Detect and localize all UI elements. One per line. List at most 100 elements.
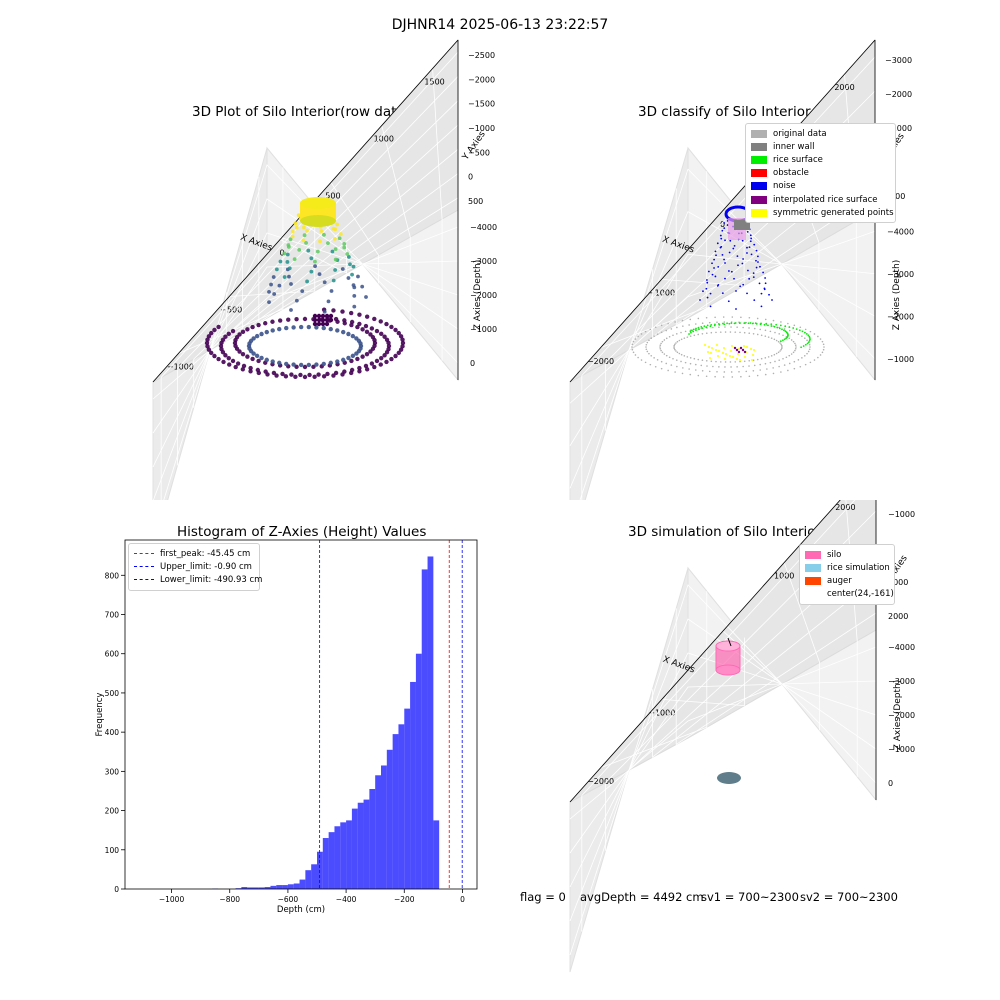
raw-cone-point xyxy=(287,266,292,271)
cls-rice-surface-point xyxy=(747,322,750,325)
cls-original-point xyxy=(650,337,653,340)
legend-swatch xyxy=(751,169,767,178)
cls-original-point xyxy=(793,367,796,370)
raw-floor-point xyxy=(277,360,282,366)
raw-floor-point xyxy=(284,361,289,367)
raw-floor-point xyxy=(372,364,377,370)
cls-rice-surface-point xyxy=(807,334,810,337)
cls-original-point xyxy=(648,339,650,342)
cls-noise-point xyxy=(715,254,717,257)
cls-original-point xyxy=(723,371,726,373)
cls-rice-surface-point xyxy=(722,322,724,325)
cls-noise-point xyxy=(749,240,752,243)
raw-cone-point xyxy=(277,283,282,288)
cls-original-point xyxy=(656,359,659,361)
cls-original-point xyxy=(697,317,700,320)
raw-floor-point xyxy=(357,321,362,327)
raw-floor-point xyxy=(354,351,359,356)
cls-original-point xyxy=(694,369,697,371)
raw-floor-point xyxy=(256,358,261,364)
cls-original-point xyxy=(767,356,770,358)
cls-y-gridline xyxy=(675,188,876,326)
raw-floor-point xyxy=(223,334,228,339)
cls-noise-point xyxy=(729,239,732,242)
cls-original-point xyxy=(689,335,692,337)
raw-cone-point xyxy=(319,229,324,234)
raw-floor-point xyxy=(291,325,296,330)
cls-original-point xyxy=(742,365,744,368)
cls-original-point xyxy=(668,356,671,359)
cls-original-point xyxy=(660,360,663,363)
raw-floor-point xyxy=(259,331,264,337)
histogram-bar xyxy=(305,870,312,889)
panel-classify-title: 3D classify of Silo Interior xyxy=(638,104,811,120)
cls-rice-surface-point xyxy=(808,339,811,342)
raw-floor-point xyxy=(320,313,326,319)
cls-noise-point xyxy=(753,243,756,246)
cls-noise-point xyxy=(706,281,709,284)
legend-swatch xyxy=(805,590,821,598)
cls-original-point xyxy=(724,331,727,333)
panel-raw-data: 3D Plot of Silo Interior(row data) −1000… xyxy=(0,0,500,500)
cls-noise-point xyxy=(717,283,720,286)
cls-rice-surface-point xyxy=(714,323,716,326)
cls-noise-point xyxy=(735,308,737,310)
cls-original-point xyxy=(676,326,678,329)
histogram-bar xyxy=(241,887,248,889)
cls-original-point xyxy=(779,350,781,352)
raw-floor-point xyxy=(248,369,253,374)
raw-floor-point xyxy=(368,349,373,354)
cls-y-tick-label: −3000 xyxy=(885,56,912,65)
cls-z-tick-label: −2000 xyxy=(887,312,914,321)
cls-original-point xyxy=(672,334,674,337)
cls-original-point xyxy=(644,361,647,364)
cls-noise-point xyxy=(760,292,763,295)
raw-floor-point xyxy=(364,329,370,335)
cls-original-point xyxy=(684,330,687,333)
cls-original-point xyxy=(646,350,649,353)
cls-original-point xyxy=(730,371,733,373)
raw-x-tick-label: 500 xyxy=(325,192,340,201)
cls-original-point xyxy=(646,341,649,344)
raw-floor-point xyxy=(250,324,255,330)
cls-noise-point xyxy=(728,251,731,254)
raw-floor-point xyxy=(306,362,312,368)
cls-rice-surface-point xyxy=(765,322,768,325)
raw-cone-point xyxy=(346,255,351,259)
cls-interpolated-point xyxy=(743,350,747,354)
sim-x-gridline xyxy=(661,637,745,707)
histogram-bar xyxy=(276,885,283,889)
cls-symmetric-point xyxy=(717,355,719,357)
classify-legend: original data inner wall rice surface obsta… xyxy=(745,123,896,224)
raw-floor-point xyxy=(235,361,241,366)
raw-floor-point xyxy=(321,374,327,379)
cls-original-point xyxy=(661,340,664,343)
legend-swatch xyxy=(751,129,767,138)
cls-original-point xyxy=(631,346,633,348)
cls-symmetric-point xyxy=(722,352,724,354)
raw-cone-point xyxy=(345,252,350,256)
cls-original-point xyxy=(661,351,664,354)
cls-original-point xyxy=(660,367,663,370)
cls-original-point xyxy=(716,370,718,373)
cls-rice-surface-point xyxy=(710,323,713,326)
cls-original-point xyxy=(710,360,713,363)
cls-original-point xyxy=(809,330,812,333)
raw-cone-point xyxy=(322,232,326,237)
raw-floor-point xyxy=(314,325,319,330)
legend-entry: silo xyxy=(805,548,889,561)
raw-floor-point xyxy=(316,321,322,327)
cls-original-point xyxy=(668,335,671,338)
cls-symmetric-point xyxy=(718,350,720,352)
cls-original-point xyxy=(724,366,726,368)
raw-floor-point xyxy=(372,337,377,343)
cls-rice-surface-point xyxy=(730,322,733,325)
cls-original-point xyxy=(803,337,806,340)
cls-original-point xyxy=(734,361,737,363)
simulation-legend: silo rice simulation auger center(24,-161) xyxy=(799,544,895,605)
sim-x-gridline xyxy=(845,500,858,777)
cls-original-point xyxy=(772,325,774,327)
cls-original-point xyxy=(804,363,807,366)
raw-floor-point xyxy=(312,313,318,319)
cls-rice-surface-point xyxy=(709,325,712,328)
